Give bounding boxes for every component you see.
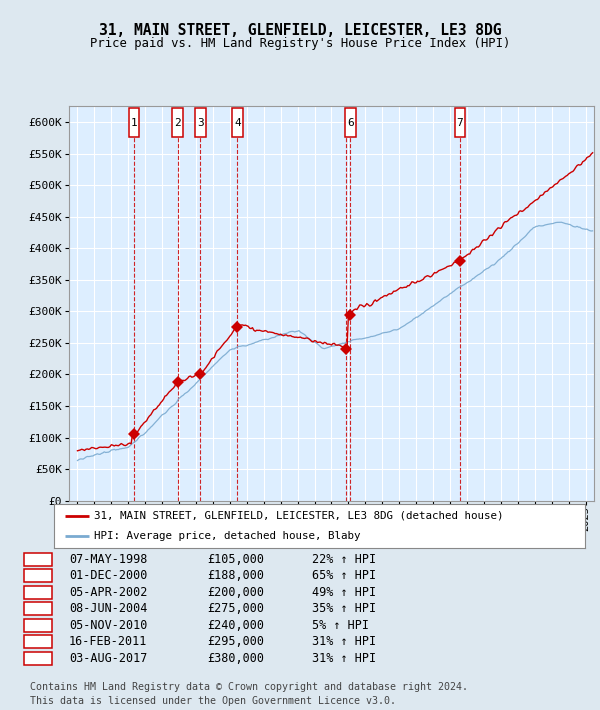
Text: 35% ↑ HPI: 35% ↑ HPI bbox=[312, 602, 376, 616]
FancyBboxPatch shape bbox=[455, 109, 465, 137]
Text: £188,000: £188,000 bbox=[207, 569, 264, 582]
FancyBboxPatch shape bbox=[232, 109, 242, 137]
FancyBboxPatch shape bbox=[24, 602, 52, 616]
FancyBboxPatch shape bbox=[195, 109, 206, 137]
Text: £200,000: £200,000 bbox=[207, 586, 264, 599]
Text: 1: 1 bbox=[34, 552, 41, 566]
Text: 2: 2 bbox=[34, 569, 41, 582]
FancyBboxPatch shape bbox=[24, 552, 52, 566]
Text: Contains HM Land Registry data © Crown copyright and database right 2024.: Contains HM Land Registry data © Crown c… bbox=[30, 682, 468, 692]
Text: 7: 7 bbox=[34, 652, 41, 665]
Text: 31, MAIN STREET, GLENFIELD, LEICESTER, LE3 8DG (detached house): 31, MAIN STREET, GLENFIELD, LEICESTER, L… bbox=[94, 511, 503, 521]
Text: £240,000: £240,000 bbox=[207, 619, 264, 632]
FancyBboxPatch shape bbox=[24, 652, 52, 665]
Text: 31% ↑ HPI: 31% ↑ HPI bbox=[312, 652, 376, 665]
Text: 01-DEC-2000: 01-DEC-2000 bbox=[69, 569, 148, 582]
Text: 6: 6 bbox=[347, 118, 354, 128]
Text: This data is licensed under the Open Government Licence v3.0.: This data is licensed under the Open Gov… bbox=[30, 696, 396, 706]
Text: 4: 4 bbox=[34, 602, 41, 616]
Text: £380,000: £380,000 bbox=[207, 652, 264, 665]
Text: 3: 3 bbox=[197, 118, 204, 128]
Text: 2: 2 bbox=[175, 118, 181, 128]
Text: 65% ↑ HPI: 65% ↑ HPI bbox=[312, 569, 376, 582]
FancyBboxPatch shape bbox=[24, 586, 52, 599]
Text: 07-MAY-1998: 07-MAY-1998 bbox=[69, 552, 148, 566]
Text: £295,000: £295,000 bbox=[207, 635, 264, 648]
Text: HPI: Average price, detached house, Blaby: HPI: Average price, detached house, Blab… bbox=[94, 531, 361, 541]
Text: 4: 4 bbox=[234, 118, 241, 128]
Text: £275,000: £275,000 bbox=[207, 602, 264, 616]
FancyBboxPatch shape bbox=[172, 109, 183, 137]
Text: 31, MAIN STREET, GLENFIELD, LEICESTER, LE3 8DG: 31, MAIN STREET, GLENFIELD, LEICESTER, L… bbox=[99, 23, 501, 38]
Text: 1: 1 bbox=[131, 118, 137, 128]
Text: 31% ↑ HPI: 31% ↑ HPI bbox=[312, 635, 376, 648]
FancyBboxPatch shape bbox=[345, 109, 356, 137]
Text: 3: 3 bbox=[34, 586, 41, 599]
Text: 5% ↑ HPI: 5% ↑ HPI bbox=[312, 619, 369, 632]
Text: Price paid vs. HM Land Registry's House Price Index (HPI): Price paid vs. HM Land Registry's House … bbox=[90, 37, 510, 50]
Text: £105,000: £105,000 bbox=[207, 552, 264, 566]
Text: 05-NOV-2010: 05-NOV-2010 bbox=[69, 619, 148, 632]
Text: 49% ↑ HPI: 49% ↑ HPI bbox=[312, 586, 376, 599]
Text: 08-JUN-2004: 08-JUN-2004 bbox=[69, 602, 148, 616]
FancyBboxPatch shape bbox=[24, 569, 52, 582]
Text: 05-APR-2002: 05-APR-2002 bbox=[69, 586, 148, 599]
Text: 16-FEB-2011: 16-FEB-2011 bbox=[69, 635, 148, 648]
Text: 03-AUG-2017: 03-AUG-2017 bbox=[69, 652, 148, 665]
Text: 6: 6 bbox=[34, 635, 41, 648]
FancyBboxPatch shape bbox=[129, 109, 139, 137]
Text: 5: 5 bbox=[34, 619, 41, 632]
Text: 22% ↑ HPI: 22% ↑ HPI bbox=[312, 552, 376, 566]
FancyBboxPatch shape bbox=[24, 619, 52, 632]
FancyBboxPatch shape bbox=[24, 635, 52, 648]
Text: 7: 7 bbox=[457, 118, 463, 128]
